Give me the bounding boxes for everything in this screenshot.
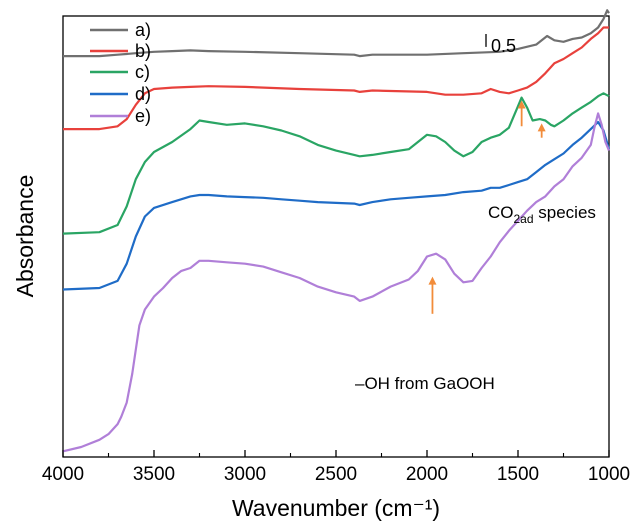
scale-bar-label: 0.5 (491, 36, 516, 56)
x-tick-label-2500: 2500 (315, 464, 357, 485)
series-line-b (63, 26, 609, 131)
legend-label-a: a) (135, 20, 151, 40)
oh-annotation: –OH from GaOOH (355, 374, 495, 393)
x-tick-label-2000: 2000 (406, 464, 448, 485)
co2-annotation-text: CO (488, 203, 514, 222)
series-line-a (63, 9, 610, 58)
y-axis-title: Absorbance (12, 175, 38, 298)
x-tick-label-3000: 3000 (224, 464, 266, 485)
legend-label-c: c) (135, 62, 150, 82)
co2-annotation-subscript: 2ad (514, 212, 534, 226)
x-tick-label-1000: 1000 (588, 464, 630, 485)
annotation-arrow-head-2 (428, 276, 437, 285)
x-tick-label-1500: 1500 (497, 464, 539, 485)
series-layer (62, 9, 611, 453)
x-axis-ticks: 4000 3500 3000 2500 2000 1500 1000 (42, 450, 630, 485)
legend-label-d: d) (135, 84, 151, 104)
annotation-arrows (428, 100, 546, 314)
co2-annotation-tail: species (534, 203, 596, 222)
legend: a) b) c) d) e) (90, 20, 151, 126)
series-line-e (62, 112, 611, 453)
legend-label-e: e) (135, 106, 151, 126)
x-axis-title: Wavenumber (cm⁻¹) (232, 495, 440, 521)
x-tick-label-3500: 3500 (133, 464, 175, 485)
x-tick-label-4000: 4000 (42, 464, 84, 485)
annotation-arrow-head-0 (517, 100, 526, 109)
annotation-arrow-head-1 (537, 123, 546, 132)
legend-label-b: b) (135, 41, 151, 61)
series-line-c (62, 92, 610, 235)
plot-frame (62, 15, 610, 458)
series-line-d (62, 120, 611, 291)
co2-annotation: CO2ad species (488, 203, 596, 226)
